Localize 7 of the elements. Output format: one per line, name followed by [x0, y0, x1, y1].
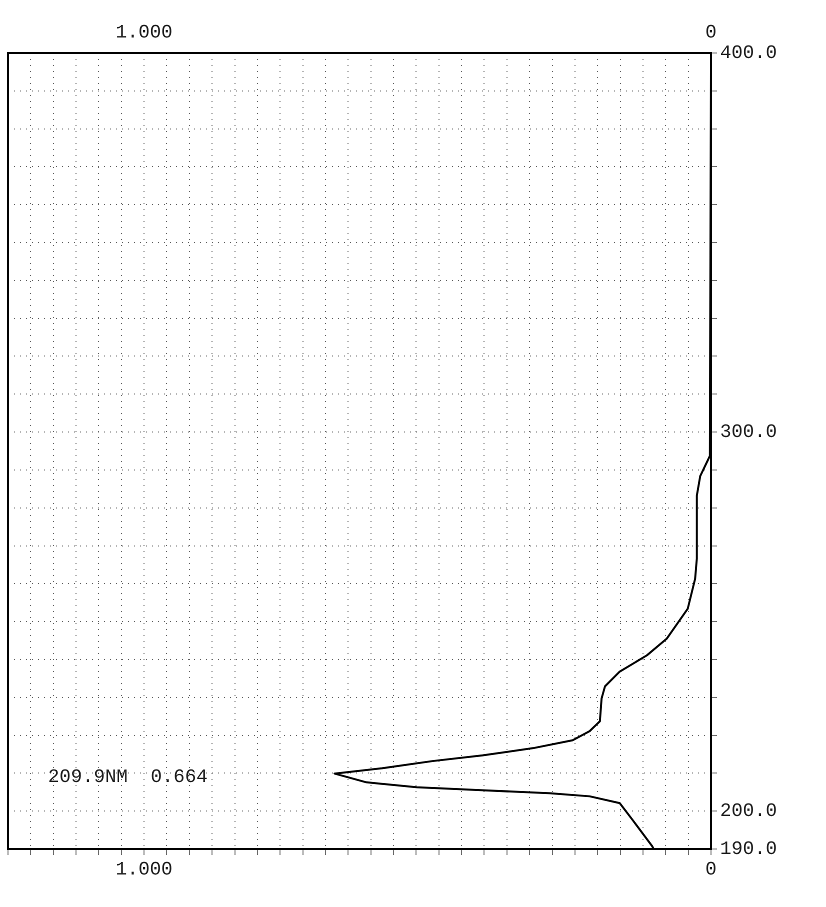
annotation: 209.9NM 0.664: [48, 766, 208, 788]
x2-tick-label: 1.000: [116, 858, 173, 880]
y-tick-label: 200.0: [720, 800, 778, 822]
x2-tick-label: 0: [705, 858, 717, 880]
y-tick-label: 300.0: [720, 421, 778, 444]
y-tick-label: 190.0: [720, 838, 778, 860]
y-tick-label: 400.0: [720, 42, 778, 64]
